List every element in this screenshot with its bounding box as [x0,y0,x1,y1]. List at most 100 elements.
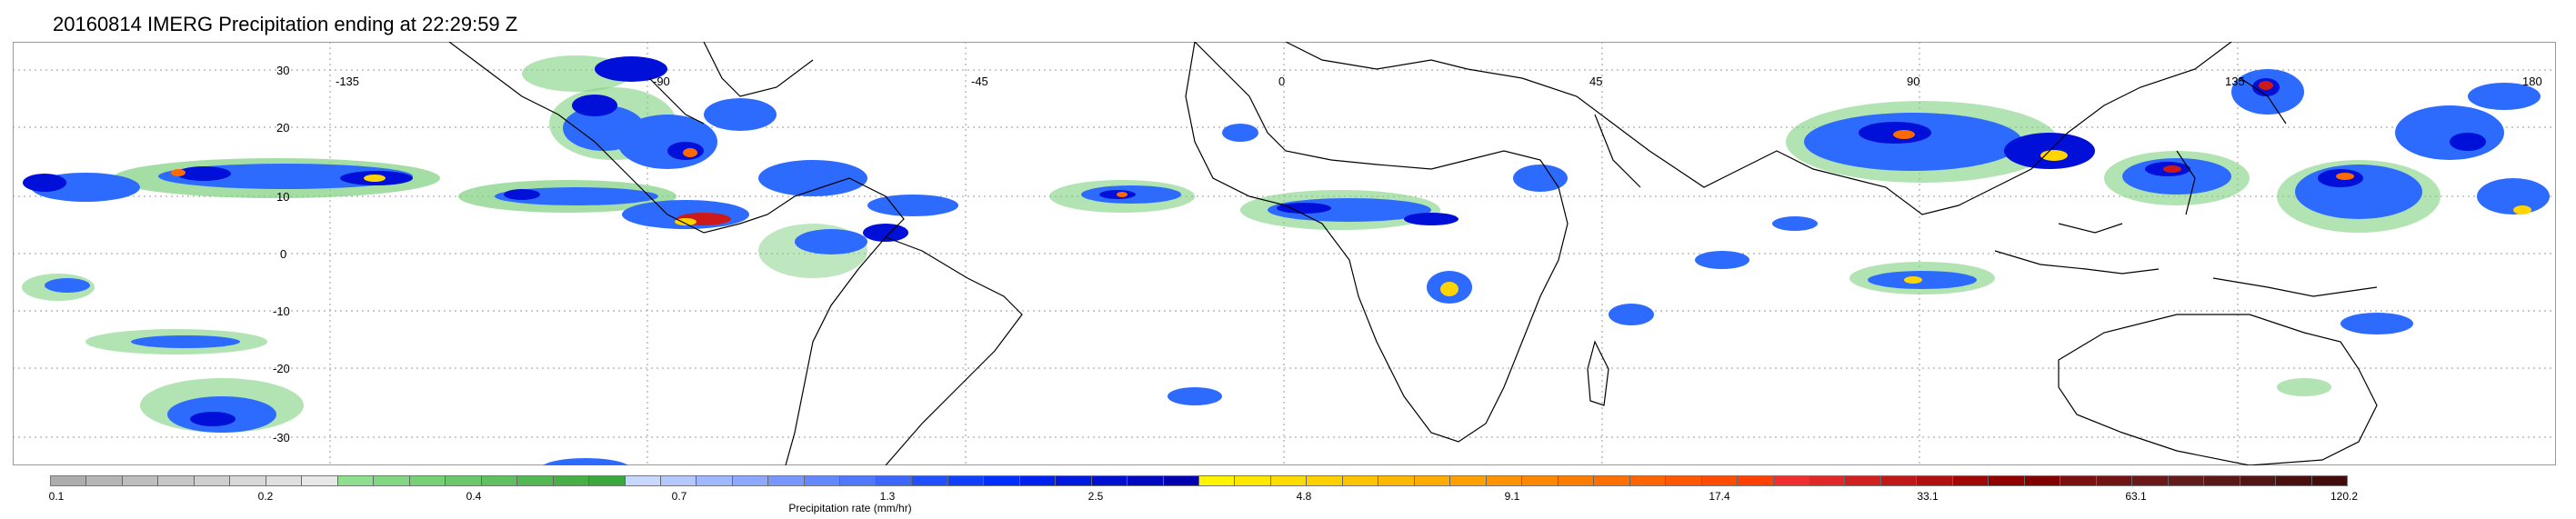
colorbar-swatch [732,476,769,485]
colorbar-swatch [2060,476,2097,485]
colorbar-swatch [1019,476,1057,485]
colorbar-swatch [1989,476,2025,485]
colorbar-swatch [2240,476,2277,485]
colorbar-swatch [912,476,948,485]
colorbar-swatch [2024,476,2061,485]
colorbar-swatch [122,476,159,485]
colorbar-swatch [553,476,590,485]
colorbar-swatch [768,476,805,485]
colorbar-tick: 63.1 [2125,490,2147,503]
colorbar-swatch [1880,476,1918,485]
colorbar-swatch [1199,476,1236,485]
colorbar-swatch [697,476,733,485]
colorbar-swatch [1917,476,1953,485]
colorbar-swatch [1091,476,1128,485]
colorbar [50,475,2348,486]
colorbar-swatch [2096,476,2133,485]
colorbar-title: Precipitation rate (mm/hr) [788,502,912,514]
colorbar-swatch [2204,476,2240,485]
colorbar-tick: 17.4 [1709,490,1730,503]
colorbar-tick: 0.4 [466,490,482,503]
colorbar-swatch [1594,476,1630,485]
colorbar-swatch [481,476,518,485]
colorbar-swatch [1307,476,1343,485]
colorbar-swatch [374,476,410,485]
colorbar-swatch [1270,476,1308,485]
colorbar-tick: 1.3 [879,490,896,503]
colorbar-tick: 4.8 [1296,490,1312,503]
colorbar-swatch [876,476,913,485]
lat-label: -10 [273,304,290,318]
colorbar-tick: 0.1 [48,490,65,503]
colorbar-swatch [1558,476,1595,485]
lon-label: -45 [971,75,988,88]
colorbar-swatch [1235,476,1271,485]
colorbar-tick: 2.5 [1088,490,1104,503]
lat-label: 10 [276,190,289,204]
colorbar-tick: 120.2 [2330,490,2359,503]
colorbar-swatch [1378,476,1415,485]
colorbar-swatch [2168,476,2205,485]
colorbar-swatch [2276,476,2312,485]
colorbar-tick: 0.2 [257,490,274,503]
lon-label: -135 [336,75,359,88]
colorbar-swatch [1738,476,1774,485]
colorbar-swatch [1666,476,1702,485]
colorbar-swatch [1773,476,1809,485]
lon-label: 0 [1278,75,1285,88]
colorbar-swatch [2132,476,2169,485]
colorbar-swatch [2311,476,2347,485]
colorbar-swatch [302,476,338,485]
colorbar-tick: 0.7 [671,490,687,503]
lat-label: -30 [273,431,290,444]
colorbar-swatch [1701,476,1739,485]
colorbar-swatch [86,476,123,485]
colorbar-swatch [840,476,877,485]
latitude-labels: 30 20 10 0 -10 -20 -30 [273,64,290,444]
map-title: 20160814 IMERG Precipitation ending at 2… [53,13,518,35]
colorbar-swatch [1629,476,1667,485]
lon-label: 135 [2225,75,2245,88]
colorbar-swatch [1522,476,1559,485]
colorbar-swatch [446,476,482,485]
longitude-labels: -135 -90 -45 0 45 90 135 180 [336,75,2542,88]
colorbar-swatch [1845,476,1881,485]
precipitation-field [22,55,2550,465]
graticule [13,42,2556,465]
colorbar-swatch [230,476,266,485]
colorbar-swatch [589,476,626,485]
lon-label: -90 [653,75,670,88]
lat-label: 0 [280,247,286,261]
colorbar-swatch [1450,476,1487,485]
colorbar-swatch [1163,476,1199,485]
colorbar-swatch [194,476,231,485]
lat-label: 30 [276,64,289,77]
colorbar-swatch [1342,476,1379,485]
lon-label: 180 [2522,75,2542,88]
colorbar-swatch [1952,476,1990,485]
colorbar-swatch [660,476,697,485]
colorbar-swatch [625,476,661,485]
precipitation-map: -135 -90 -45 0 45 90 135 180 30 20 10 0 … [13,42,2556,465]
colorbar-swatch [337,476,375,485]
colorbar-tick: 33.1 [1917,490,1939,503]
coastlines [448,42,2378,465]
colorbar-swatch [1414,476,1451,485]
colorbar-swatch [51,476,87,485]
colorbar-swatch [1128,476,1164,485]
colorbar-swatch [804,476,841,485]
colorbar-swatch [158,476,195,485]
lon-label: 90 [1907,75,1919,88]
colorbar-swatch [1056,476,1092,485]
colorbar-swatch [947,476,985,485]
colorbar-swatch [984,476,1020,485]
colorbar-swatch [1486,476,1523,485]
colorbar-swatch [409,476,446,485]
colorbar-swatch [266,476,303,485]
colorbar-tick: 9.1 [1504,490,1520,503]
colorbar-swatch [517,476,554,485]
lon-label: 45 [1589,75,1602,88]
colorbar-swatch [1809,476,1846,485]
lat-label: -20 [273,362,290,375]
lat-label: 20 [276,121,289,135]
